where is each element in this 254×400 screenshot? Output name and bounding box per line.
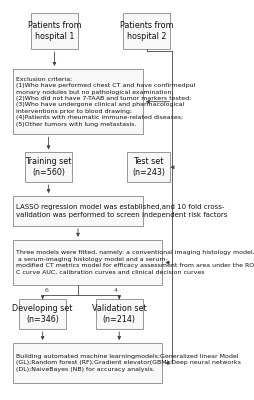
- Text: Three models were fitted, namely: a conventional imaging histology model,
 a ser: Three models were fitted, namely: a conv…: [16, 250, 254, 275]
- Text: Test set
(n=243): Test set (n=243): [132, 157, 165, 178]
- FancyBboxPatch shape: [13, 240, 162, 286]
- Text: Exclusion criteria:
(1)Who have performed chest CT and have confirmedpul
monary : Exclusion criteria: (1)Who have performe…: [16, 77, 195, 126]
- Text: Validation set
(n=214): Validation set (n=214): [91, 304, 146, 324]
- Text: Building automated machine learningmodels:Generalized linear Model
(GL);Random f: Building automated machine learningmodel…: [16, 354, 240, 372]
- Text: Training set
(n=560): Training set (n=560): [25, 157, 71, 178]
- Text: Patients from
hospital 2: Patients from hospital 2: [119, 21, 173, 42]
- FancyBboxPatch shape: [13, 69, 142, 134]
- Text: 4: 4: [113, 288, 117, 293]
- FancyBboxPatch shape: [31, 13, 78, 49]
- FancyBboxPatch shape: [95, 299, 142, 329]
- Text: 6: 6: [44, 288, 48, 293]
- Text: Developing set
(n=346): Developing set (n=346): [12, 304, 73, 324]
- FancyBboxPatch shape: [13, 343, 162, 383]
- FancyBboxPatch shape: [25, 152, 72, 182]
- Text: LASSO regression model was established,and 10 fold cross-
validation was perform: LASSO regression model was established,a…: [16, 204, 227, 218]
- FancyBboxPatch shape: [13, 196, 142, 226]
- FancyBboxPatch shape: [126, 152, 170, 182]
- FancyBboxPatch shape: [19, 299, 66, 329]
- Text: Patients from
hospital 1: Patients from hospital 1: [27, 21, 81, 42]
- FancyBboxPatch shape: [123, 13, 170, 49]
